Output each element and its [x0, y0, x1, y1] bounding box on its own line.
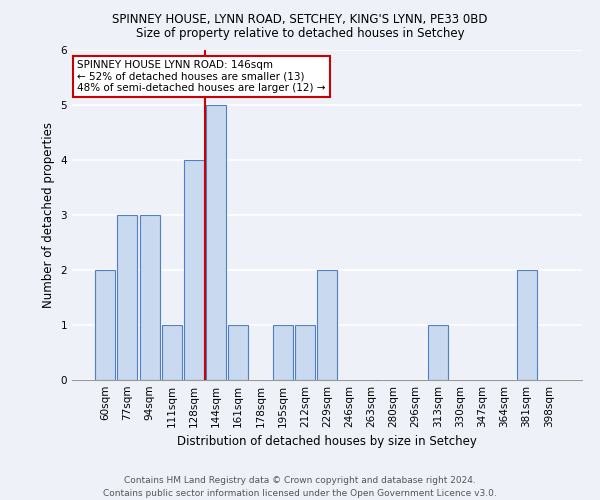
Bar: [140, 215, 160, 380]
Text: SPINNEY HOUSE, LYNN ROAD, SETCHEY, KING'S LYNN, PE33 0BD: SPINNEY HOUSE, LYNN ROAD, SETCHEY, KING'…: [112, 12, 488, 26]
Bar: [95, 270, 115, 380]
Bar: [517, 270, 536, 380]
Bar: [118, 215, 137, 380]
Bar: [317, 270, 337, 380]
Bar: [295, 325, 315, 380]
Text: Size of property relative to detached houses in Setchey: Size of property relative to detached ho…: [136, 28, 464, 40]
Bar: [206, 105, 226, 380]
X-axis label: Distribution of detached houses by size in Setchey: Distribution of detached houses by size …: [177, 436, 477, 448]
Text: SPINNEY HOUSE LYNN ROAD: 146sqm
← 52% of detached houses are smaller (13)
48% of: SPINNEY HOUSE LYNN ROAD: 146sqm ← 52% of…: [77, 60, 326, 93]
Bar: [228, 325, 248, 380]
Y-axis label: Number of detached properties: Number of detached properties: [42, 122, 55, 308]
Bar: [162, 325, 182, 380]
Text: Contains HM Land Registry data © Crown copyright and database right 2024.
Contai: Contains HM Land Registry data © Crown c…: [103, 476, 497, 498]
Bar: [428, 325, 448, 380]
Bar: [184, 160, 204, 380]
Bar: [272, 325, 293, 380]
